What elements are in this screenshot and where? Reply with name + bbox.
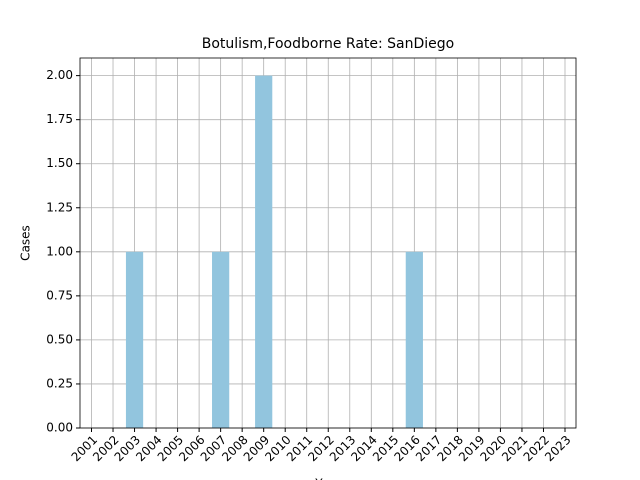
y-tick-label: 0.00 (46, 421, 73, 435)
y-tick-label: 0.75 (46, 288, 73, 302)
y-tick-label: 0.25 (46, 376, 73, 390)
bar (125, 251, 144, 428)
bar (212, 251, 230, 428)
y-tick-label: 1.75 (46, 112, 73, 126)
bar (255, 75, 273, 428)
y-tick-label: 1.25 (46, 200, 73, 214)
y-tick-label: 1.50 (46, 156, 73, 170)
bar (405, 251, 423, 428)
x-axis-label: Year (314, 477, 340, 480)
y-tick-label: 2.00 (46, 68, 73, 82)
chart-title: Botulism,Foodborne Rate: SanDiego (202, 36, 455, 52)
y-tick-label: 1.00 (46, 244, 73, 258)
y-axis-label: Cases (19, 225, 33, 261)
y-tick-label: 0.50 (46, 332, 73, 346)
plot-frame (79, 57, 577, 429)
